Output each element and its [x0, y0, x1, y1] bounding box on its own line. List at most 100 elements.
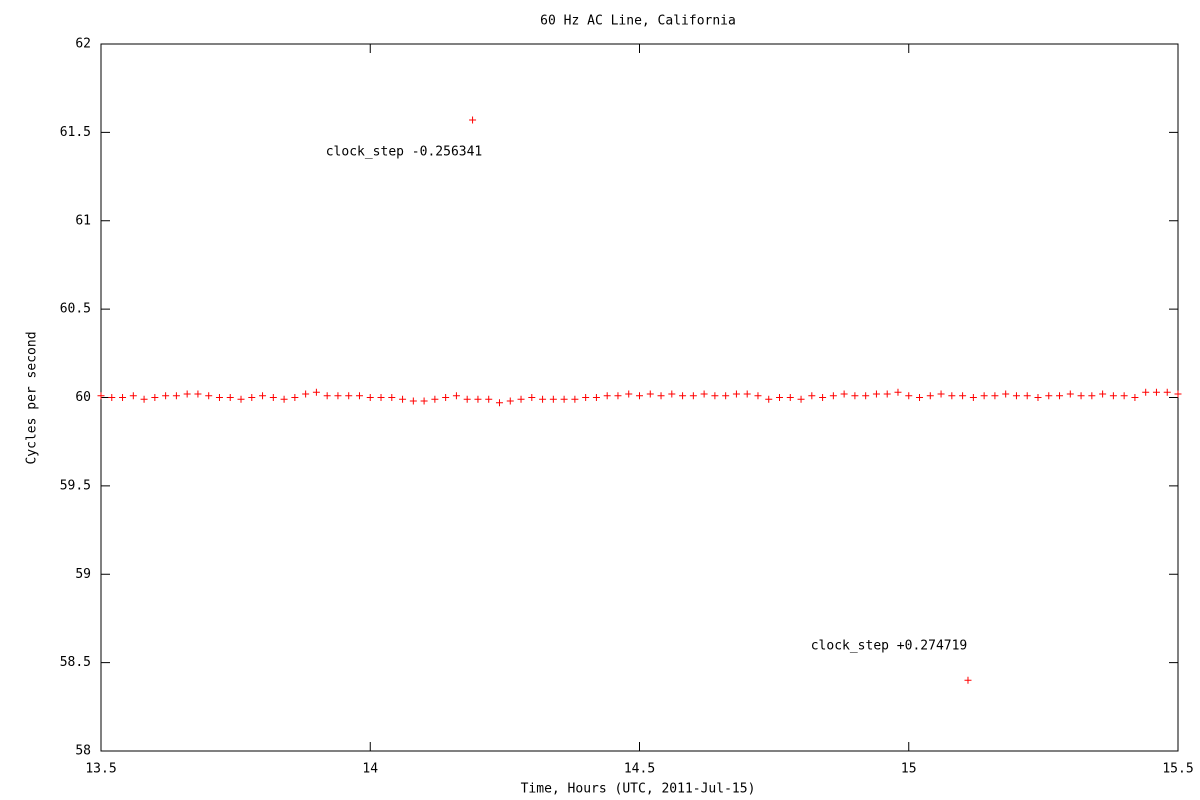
point — [539, 395, 547, 403]
point — [646, 390, 654, 398]
x-tick-label: 15.5 — [1162, 762, 1193, 777]
point — [1163, 388, 1171, 396]
point — [1120, 392, 1128, 400]
y-tick-label: 60 — [75, 390, 91, 405]
y-tick-label: 62 — [75, 37, 91, 52]
point — [700, 390, 708, 398]
point — [377, 394, 385, 401]
point — [765, 395, 773, 403]
point — [334, 392, 342, 400]
y-tick-label: 59.5 — [60, 478, 91, 493]
point — [183, 390, 191, 398]
x-tick-label: 14.5 — [624, 762, 655, 777]
point — [1056, 392, 1064, 400]
y-tick-label: 58.5 — [60, 655, 91, 670]
point — [1174, 390, 1182, 398]
point — [431, 395, 439, 403]
point — [894, 388, 902, 396]
x-axis-label: Time, Hours (UTC, 2011-Jul-15) — [521, 782, 756, 797]
point — [959, 392, 967, 400]
point — [237, 395, 245, 403]
x-tick-label: 15 — [901, 762, 917, 777]
x-tick-label: 13.5 — [85, 762, 116, 777]
point — [140, 395, 148, 403]
point — [366, 394, 374, 401]
point — [808, 392, 816, 400]
point — [657, 392, 665, 400]
point — [469, 116, 477, 124]
point — [582, 394, 590, 401]
point — [937, 390, 945, 398]
annotation: clock_step -0.256341 — [326, 145, 483, 160]
point — [323, 392, 331, 400]
y-tick-label: 61.5 — [60, 125, 91, 140]
point — [851, 392, 859, 400]
point — [506, 397, 514, 405]
point — [495, 399, 503, 407]
point — [248, 394, 256, 401]
point — [97, 392, 105, 400]
point — [722, 392, 730, 400]
point — [1152, 388, 1160, 396]
point — [108, 394, 116, 401]
point — [1131, 394, 1139, 401]
point — [129, 392, 137, 400]
y-tick-label: 59 — [75, 567, 91, 582]
point — [560, 395, 568, 403]
point — [636, 392, 643, 400]
point — [776, 394, 784, 401]
point — [420, 397, 428, 405]
y-tick-label: 58 — [75, 744, 91, 759]
point — [151, 394, 159, 401]
point — [1012, 392, 1020, 400]
point — [1045, 392, 1053, 400]
point — [1109, 392, 1117, 400]
x-tick-label: 14 — [362, 762, 378, 777]
annotation: clock_step +0.274719 — [811, 639, 968, 654]
point — [517, 395, 525, 403]
point — [571, 395, 579, 403]
point — [549, 395, 557, 403]
point — [689, 392, 697, 400]
point — [592, 394, 600, 401]
point — [409, 397, 417, 405]
point — [485, 395, 493, 403]
point — [194, 390, 202, 398]
point — [797, 395, 805, 403]
point — [991, 392, 999, 400]
point — [1099, 390, 1107, 398]
point — [743, 390, 751, 398]
point — [1034, 394, 1042, 401]
point — [302, 390, 310, 398]
point — [1066, 390, 1074, 398]
point — [819, 394, 827, 401]
point — [980, 392, 988, 400]
y-axis-label: Cycles per second — [25, 331, 40, 464]
point — [205, 392, 213, 400]
point — [528, 394, 536, 401]
point — [964, 676, 972, 684]
point — [162, 392, 170, 400]
point — [345, 392, 353, 400]
point — [711, 392, 719, 400]
point — [872, 390, 880, 398]
point — [786, 394, 794, 401]
point — [399, 395, 407, 403]
point — [280, 395, 288, 403]
point — [969, 394, 977, 401]
point — [668, 390, 676, 398]
point — [226, 394, 234, 401]
chart-title: 60 Hz AC Line, California — [540, 14, 736, 29]
point — [829, 392, 837, 400]
point — [259, 392, 267, 400]
point — [926, 392, 934, 400]
point — [603, 392, 611, 400]
point — [732, 390, 740, 398]
point — [269, 394, 277, 401]
point — [948, 392, 956, 400]
point — [905, 392, 913, 400]
point — [291, 394, 299, 401]
point — [1077, 392, 1085, 400]
